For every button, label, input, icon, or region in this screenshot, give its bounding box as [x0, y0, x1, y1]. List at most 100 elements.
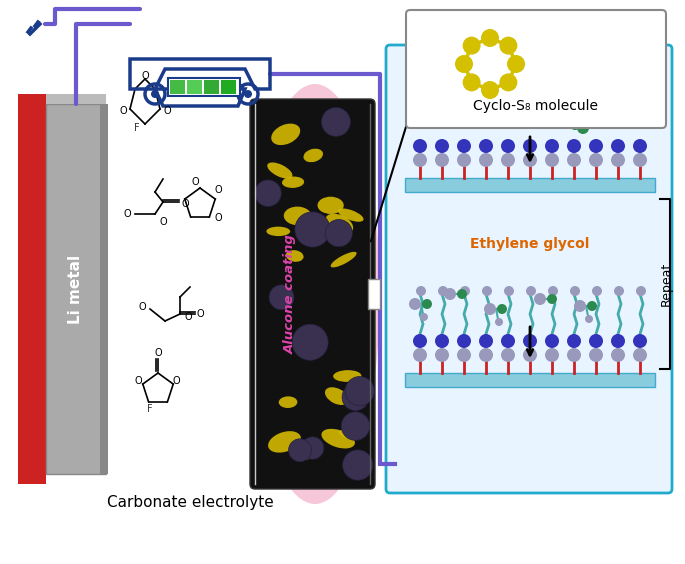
- Ellipse shape: [333, 370, 362, 382]
- Circle shape: [536, 86, 546, 96]
- Circle shape: [457, 289, 467, 299]
- Circle shape: [482, 286, 492, 296]
- Circle shape: [435, 348, 449, 362]
- Circle shape: [479, 139, 493, 153]
- Circle shape: [545, 139, 559, 153]
- Text: O: O: [154, 348, 162, 358]
- Circle shape: [413, 153, 427, 167]
- Ellipse shape: [325, 387, 349, 405]
- Circle shape: [292, 324, 328, 360]
- Circle shape: [429, 93, 441, 105]
- Circle shape: [633, 348, 647, 362]
- FancyBboxPatch shape: [168, 78, 240, 96]
- Circle shape: [342, 450, 373, 480]
- Ellipse shape: [298, 451, 315, 460]
- Circle shape: [469, 98, 481, 110]
- Circle shape: [567, 348, 581, 362]
- Ellipse shape: [282, 177, 304, 188]
- Circle shape: [523, 348, 537, 362]
- Circle shape: [409, 108, 421, 120]
- Text: O: O: [196, 309, 204, 319]
- Circle shape: [545, 334, 559, 348]
- Text: Cyclo-S₈ molecule: Cyclo-S₈ molecule: [473, 99, 599, 113]
- Polygon shape: [46, 94, 106, 104]
- Circle shape: [462, 114, 472, 124]
- Circle shape: [255, 180, 282, 206]
- Text: O: O: [138, 302, 146, 312]
- Circle shape: [481, 29, 499, 47]
- Circle shape: [416, 286, 426, 296]
- Circle shape: [548, 286, 558, 296]
- Ellipse shape: [321, 429, 355, 448]
- Circle shape: [435, 334, 449, 348]
- Text: O: O: [214, 213, 222, 223]
- Circle shape: [415, 117, 425, 127]
- Circle shape: [420, 104, 430, 114]
- FancyBboxPatch shape: [18, 94, 46, 484]
- Circle shape: [295, 212, 330, 247]
- Circle shape: [342, 384, 369, 411]
- Circle shape: [611, 139, 625, 153]
- Circle shape: [409, 298, 421, 310]
- Circle shape: [501, 139, 515, 153]
- Circle shape: [512, 107, 524, 119]
- Ellipse shape: [279, 396, 297, 408]
- Circle shape: [345, 377, 374, 406]
- FancyBboxPatch shape: [221, 80, 236, 94]
- Circle shape: [523, 153, 537, 167]
- Text: Carbonate electrolyte: Carbonate electrolyte: [107, 495, 273, 509]
- Circle shape: [497, 304, 507, 314]
- Circle shape: [547, 294, 557, 304]
- Text: O: O: [182, 199, 189, 209]
- Circle shape: [592, 286, 602, 296]
- Ellipse shape: [271, 124, 300, 145]
- Circle shape: [501, 153, 515, 167]
- FancyBboxPatch shape: [240, 84, 244, 90]
- Circle shape: [585, 315, 593, 323]
- FancyBboxPatch shape: [187, 80, 202, 94]
- Circle shape: [457, 139, 471, 153]
- FancyBboxPatch shape: [405, 178, 655, 192]
- FancyBboxPatch shape: [204, 80, 219, 94]
- Circle shape: [244, 90, 252, 98]
- Circle shape: [325, 219, 352, 247]
- Circle shape: [567, 334, 581, 348]
- Circle shape: [611, 153, 625, 167]
- Circle shape: [321, 108, 351, 136]
- Circle shape: [413, 348, 427, 362]
- Circle shape: [341, 412, 370, 440]
- Circle shape: [420, 313, 428, 321]
- Circle shape: [479, 153, 493, 167]
- FancyBboxPatch shape: [100, 104, 108, 474]
- Ellipse shape: [325, 214, 353, 233]
- Ellipse shape: [338, 209, 364, 222]
- Circle shape: [633, 153, 647, 167]
- Text: F: F: [147, 404, 153, 414]
- Circle shape: [435, 139, 449, 153]
- Circle shape: [499, 37, 517, 55]
- Circle shape: [151, 90, 159, 98]
- Circle shape: [504, 286, 514, 296]
- Circle shape: [504, 103, 516, 115]
- FancyBboxPatch shape: [250, 99, 375, 489]
- Circle shape: [422, 299, 432, 309]
- Circle shape: [456, 106, 466, 116]
- Text: F: F: [134, 123, 140, 133]
- Text: O: O: [141, 71, 149, 81]
- Circle shape: [534, 293, 546, 305]
- FancyBboxPatch shape: [46, 104, 106, 474]
- Circle shape: [413, 334, 427, 348]
- FancyBboxPatch shape: [405, 373, 655, 387]
- Ellipse shape: [267, 162, 292, 179]
- FancyBboxPatch shape: [386, 45, 672, 493]
- Ellipse shape: [331, 252, 357, 267]
- Circle shape: [462, 37, 481, 55]
- Circle shape: [437, 97, 449, 109]
- Circle shape: [567, 153, 581, 167]
- Circle shape: [499, 73, 517, 91]
- Circle shape: [449, 113, 461, 125]
- Circle shape: [501, 348, 515, 362]
- Circle shape: [633, 139, 647, 153]
- Circle shape: [523, 334, 537, 348]
- Circle shape: [495, 318, 503, 326]
